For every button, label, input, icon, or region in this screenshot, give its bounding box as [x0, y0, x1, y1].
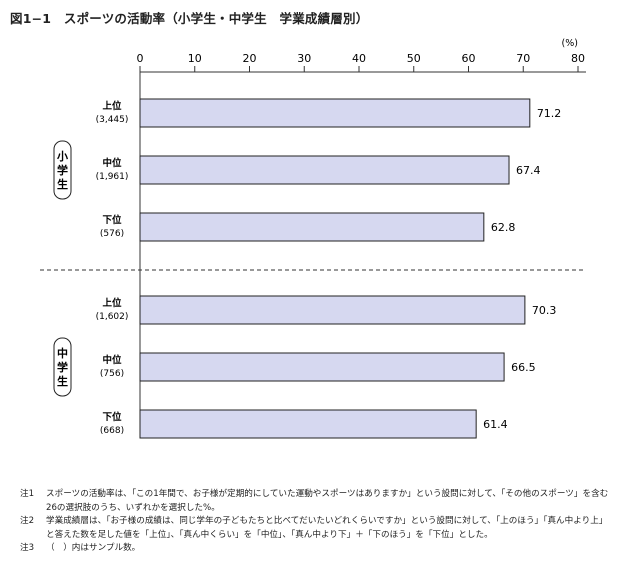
- group-label-char: 生: [57, 177, 68, 191]
- note-2-label: 注2: [20, 516, 35, 526]
- tick-label: 30: [297, 52, 311, 65]
- bar: [139, 98, 531, 128]
- group-label-char: 小: [56, 149, 68, 163]
- group-label-char: 中: [57, 346, 68, 360]
- sample-size-label: (576): [100, 229, 124, 239]
- bars-area: 71.2 上位 (3,445) 67.4 中位 (1,961) 62.8 下位 (576) 70.…: [96, 98, 562, 439]
- tick-label: 0: [137, 52, 144, 65]
- bar: [139, 352, 505, 382]
- category-label: 下位: [102, 411, 122, 423]
- note-3: 注3 （ ）内はサンプル数。: [20, 542, 615, 556]
- sample-size-label: (1,961): [96, 172, 129, 182]
- bar: [139, 295, 526, 325]
- tick-label: 50: [407, 52, 421, 65]
- group-label-char: 学: [57, 360, 68, 374]
- sample-size-label: (1,602): [96, 312, 129, 322]
- tick-label: 20: [243, 52, 257, 65]
- bar: [139, 212, 485, 242]
- tick-label: 80: [571, 52, 585, 65]
- value-label: 62.8: [491, 221, 515, 234]
- notes: 注1 スポーツの活動率は、「この1年間で、お子様が定期的にしていた運動やスポーツ…: [20, 488, 615, 556]
- tick-label: 60: [462, 52, 476, 65]
- value-label: 61.4: [483, 418, 508, 431]
- group-label-char: 学: [57, 163, 68, 177]
- bar-chart: (%) 0 10 20 30 40 50 60 70 80 71.2 上位 (3,445) 67.4 中…: [40, 38, 586, 439]
- category-label: 中位: [102, 354, 122, 366]
- tick-label: 40: [352, 52, 366, 65]
- tick-label: 10: [188, 52, 202, 65]
- group-label-box: [53, 337, 72, 397]
- note-1: 注1 スポーツの活動率は、「この1年間で、お子様が定期的にしていた運動やスポーツ…: [20, 488, 615, 515]
- bar: [139, 409, 477, 439]
- group-label-box: [53, 140, 72, 200]
- category-label: 上位: [102, 297, 122, 309]
- bar: [139, 155, 510, 185]
- value-label: 70.3: [532, 304, 557, 317]
- category-label: 下位: [102, 214, 122, 226]
- category-label: 中位: [102, 157, 122, 169]
- sample-size-label: (756): [100, 369, 124, 379]
- note-2: 注2 学業成績層は、「お子様の成績は、同じ学年の子どもたちと比べてだいたいどれく…: [20, 515, 615, 542]
- note-1-text: スポーツの活動率は、「この1年間で、お子様が定期的にしていた運動やスポーツはあり…: [46, 489, 609, 513]
- sample-size-label: (3,445): [96, 115, 129, 125]
- chart-title: 図1−1 スポーツの活動率（小学生・中学生 学業成績層別）: [10, 11, 369, 26]
- unit-label: (%): [562, 38, 578, 49]
- group-label-char: 生: [57, 374, 68, 388]
- value-label: 66.5: [511, 361, 536, 374]
- note-3-text: （ ）内はサンプル数。: [46, 543, 141, 553]
- tick-label: 70: [516, 52, 530, 65]
- sample-size-label: (668): [100, 426, 124, 436]
- category-label: 上位: [102, 100, 122, 112]
- note-3-label: 注3: [20, 543, 35, 553]
- note-2-text: 学業成績層は、「お子様の成績は、同じ学年の子どもたちと比べてだいたいどれくらいで…: [46, 516, 608, 540]
- value-label: 71.2: [537, 107, 562, 120]
- note-1-label: 注1: [20, 489, 35, 499]
- value-label: 67.4: [516, 164, 541, 177]
